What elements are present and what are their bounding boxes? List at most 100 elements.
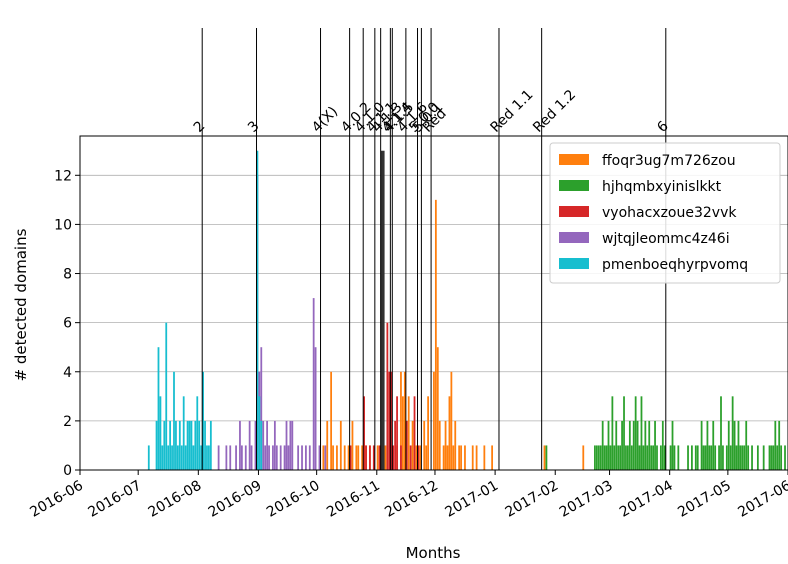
x-tick-label: 2017-06	[735, 478, 788, 521]
bar	[704, 445, 707, 470]
bar	[737, 420, 740, 470]
bar	[768, 445, 771, 470]
x-tick-label: 2016-06	[27, 478, 86, 521]
bar	[751, 445, 753, 470]
bar	[628, 420, 631, 470]
bar	[450, 371, 453, 470]
bar	[363, 396, 365, 470]
bar	[659, 445, 662, 470]
y-tick-label: 2	[63, 414, 72, 430]
y-tick-label: 4	[63, 365, 72, 381]
x-tick-label: 2017-04	[617, 478, 676, 521]
bar	[776, 445, 779, 470]
bar	[343, 445, 346, 470]
bar	[669, 445, 672, 470]
bar	[268, 445, 270, 470]
bar	[427, 396, 429, 470]
bar	[725, 445, 728, 470]
bar	[739, 445, 742, 470]
bar	[433, 371, 435, 470]
bar	[186, 420, 189, 470]
bar	[652, 445, 655, 470]
bar	[438, 420, 441, 470]
legend-swatch	[559, 154, 589, 165]
bar	[275, 445, 278, 470]
bar	[388, 371, 391, 470]
bar	[710, 445, 713, 470]
bar	[582, 445, 585, 470]
bar	[623, 396, 625, 470]
bar	[407, 396, 410, 470]
bar	[202, 371, 204, 470]
bar	[285, 420, 288, 470]
bar	[599, 445, 602, 470]
bar	[762, 445, 765, 470]
bar	[483, 445, 486, 470]
bar	[595, 445, 598, 470]
bar	[394, 420, 397, 470]
bar	[357, 445, 360, 470]
legend-label: pmenboeqhyrpvomq	[602, 257, 748, 273]
bar	[454, 420, 457, 470]
bar	[372, 445, 375, 470]
release-label: Red 1.2	[530, 87, 579, 136]
legend-label: wjtqjleommc4z46i	[602, 231, 730, 247]
bar	[200, 445, 203, 470]
bar	[208, 445, 210, 470]
bar	[330, 371, 333, 470]
bar	[696, 445, 699, 470]
bar	[729, 445, 732, 470]
bar	[332, 445, 334, 470]
bar	[206, 445, 208, 470]
bar	[656, 445, 658, 470]
x-axis-label: Months	[406, 544, 461, 562]
release-label: 3	[245, 118, 263, 136]
bar	[464, 445, 466, 470]
bar	[163, 420, 166, 470]
bar	[415, 445, 418, 470]
bar	[778, 420, 781, 470]
bar	[204, 420, 206, 470]
bar	[609, 445, 612, 470]
bar	[198, 420, 201, 470]
bar	[297, 445, 300, 470]
bar	[650, 445, 653, 470]
bar	[745, 420, 748, 470]
release-label: 4(X)	[309, 104, 341, 136]
bar	[601, 420, 604, 470]
bar	[167, 445, 170, 470]
release-label: 2	[191, 118, 209, 136]
bar	[182, 396, 185, 470]
bar	[409, 445, 412, 470]
bar	[400, 371, 402, 470]
bar	[196, 396, 199, 470]
bar	[630, 445, 633, 470]
bar	[312, 298, 315, 470]
bar	[772, 445, 775, 470]
legend-swatch	[559, 232, 589, 243]
bar	[756, 445, 759, 470]
bar	[351, 420, 354, 470]
bar	[638, 445, 641, 470]
bar	[194, 420, 197, 470]
y-tick-label: 10	[54, 217, 72, 233]
bar	[712, 420, 715, 470]
bar	[720, 396, 722, 470]
bar	[460, 445, 462, 470]
bar	[184, 445, 187, 470]
legend-label: ffoqr3ug7m726zou	[602, 153, 736, 169]
bar	[784, 445, 786, 470]
bar	[615, 420, 618, 470]
bar	[663, 445, 666, 470]
bar	[452, 445, 455, 470]
bar	[217, 445, 220, 470]
legend: ffoqr3ug7m726zou hjhqmbxyinislkkt vyohacxz…	[549, 142, 781, 284]
bar	[190, 420, 193, 470]
bar	[671, 420, 674, 470]
bar	[654, 420, 656, 470]
bar	[632, 420, 635, 470]
bar	[173, 371, 175, 470]
bar	[597, 445, 600, 470]
bar	[636, 420, 639, 470]
